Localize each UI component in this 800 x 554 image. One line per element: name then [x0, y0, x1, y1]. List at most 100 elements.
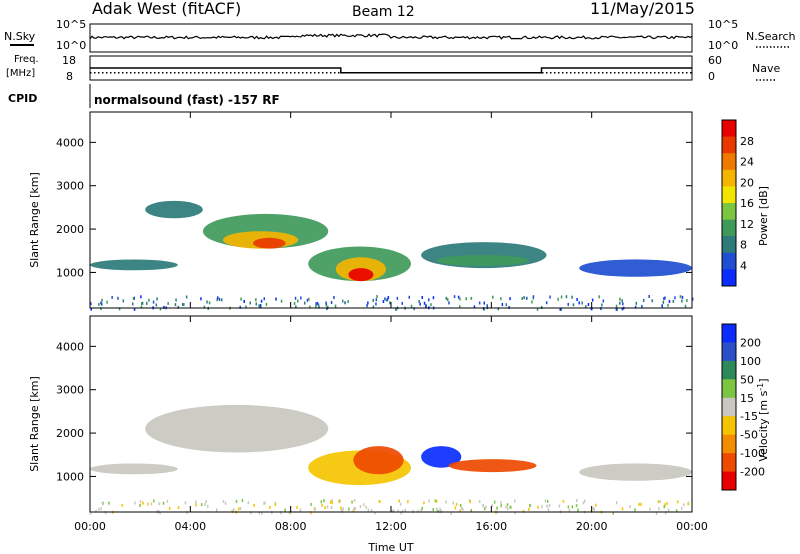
- ground-scatter-point: [183, 303, 185, 307]
- ground-scatter-point: [602, 299, 605, 303]
- ground-scatter-point: [354, 507, 356, 511]
- ground-scatter-point: [601, 303, 603, 307]
- ground-scatter-point: [621, 507, 624, 511]
- ground-scatter-point: [459, 504, 462, 507]
- x-tick-label: 08:00: [275, 520, 307, 533]
- ground-scatter-point: [330, 506, 333, 509]
- ground-scatter-point: [239, 305, 241, 309]
- ground-scatter-point: [649, 507, 651, 511]
- ground-scatter-point: [505, 303, 508, 307]
- ground-scatter-point: [522, 509, 525, 513]
- ground-scatter-point: [98, 507, 100, 511]
- ground-scatter-point: [330, 301, 333, 304]
- ground-scatter-point: [400, 511, 402, 515]
- ground-scatter-point: [455, 502, 458, 506]
- ground-scatter-point: [237, 507, 240, 511]
- ground-scatter-point: [249, 301, 251, 305]
- ground-scatter-point: [492, 295, 494, 299]
- ground-scatter-point: [344, 301, 346, 305]
- ground-scatter-point: [217, 296, 219, 300]
- ground-scatter-point: [90, 307, 92, 311]
- ground-scatter-point: [459, 297, 461, 301]
- nave-tick-low: 0: [708, 70, 715, 83]
- ground-scatter-point: [297, 299, 299, 303]
- ground-scatter-point: [531, 300, 533, 304]
- colorbar-tick-label: 8: [740, 239, 747, 252]
- ground-scatter-point: [216, 298, 218, 302]
- ground-scatter-point: [263, 501, 265, 505]
- ground-scatter-point: [450, 511, 452, 515]
- ground-scatter-point: [206, 300, 208, 304]
- ground-scatter-point: [261, 511, 263, 515]
- ground-scatter-point: [203, 305, 206, 309]
- colorbar-swatch: [722, 219, 736, 237]
- ground-scatter-point: [150, 502, 153, 506]
- ground-scatter-point: [470, 509, 472, 512]
- velocity-colorbar: 200 100 50 15 -15 -50 -100 -200: [721, 323, 765, 491]
- ground-scatter-point: [640, 502, 642, 506]
- ground-scatter-point: [546, 504, 548, 508]
- ground-scatter-point: [100, 507, 102, 511]
- nsky-label: N.Sky: [4, 30, 36, 43]
- ground-scatter-point: [240, 297, 242, 301]
- colorbar-swatch: [722, 416, 736, 436]
- ground-scatter-point: [342, 299, 344, 303]
- ground-scatter-point: [372, 298, 374, 302]
- ground-scatter-point: [342, 507, 344, 511]
- ground-scatter-point: [437, 509, 439, 513]
- ground-scatter-point: [687, 502, 689, 506]
- ground-scatter-point: [327, 305, 329, 309]
- ground-scatter-point: [432, 508, 434, 512]
- ground-scatter-point: [134, 501, 136, 505]
- ground-scatter-point: [315, 304, 317, 308]
- colorbar-swatch: [722, 153, 736, 171]
- ground-scatter-point: [674, 296, 676, 300]
- ground-scatter-point: [104, 511, 107, 515]
- ground-scatter-point: [664, 296, 666, 300]
- ground-scatter-point: [326, 307, 328, 311]
- ground-scatter-point: [141, 301, 144, 305]
- ground-scatter-point: [615, 307, 618, 311]
- ground-scatter-point: [239, 507, 242, 511]
- ground-scatter-point: [622, 302, 624, 306]
- x-axis-label: Time UT: [367, 541, 413, 554]
- ground-scatter-point: [565, 295, 568, 299]
- ground-scatter-point: [315, 302, 317, 306]
- ground-scatter-point: [167, 301, 169, 305]
- ground-scatter-point: [152, 300, 155, 304]
- ground-scatter-point: [482, 504, 484, 508]
- ground-scatter-point: [221, 298, 223, 302]
- ground-scatter-point: [243, 300, 245, 303]
- ground-scatter-point: [121, 503, 123, 507]
- ground-scatter-point: [407, 500, 409, 504]
- ground-scatter-point: [621, 307, 623, 311]
- y-tick-label: 3000: [56, 384, 84, 397]
- frequency-trace: [90, 67, 692, 74]
- ground-scatter-point: [296, 505, 298, 509]
- ground-scatter-point: [318, 305, 320, 309]
- ground-scatter-point: [294, 296, 297, 300]
- ground-scatter-point: [536, 307, 539, 311]
- ground-scatter-point: [208, 301, 211, 305]
- ground-scatter-point: [672, 299, 675, 303]
- noise-tick-high-right: 10^5: [708, 18, 738, 31]
- ground-scatter-point: [101, 501, 104, 505]
- ground-scatter-point: [493, 500, 496, 504]
- echo-region: [579, 463, 692, 481]
- ground-scatter-point: [374, 511, 376, 515]
- ground-scatter-point: [600, 307, 602, 311]
- y-tick-label: 3000: [56, 180, 84, 193]
- ground-scatter-point: [514, 511, 516, 515]
- colorbar-tick-label: -100: [740, 447, 765, 460]
- ground-scatter-point: [159, 307, 162, 311]
- ground-scatter-point: [452, 501, 454, 505]
- ground-scatter-point: [529, 504, 531, 508]
- ground-scatter-point: [391, 509, 394, 513]
- ground-scatter-point: [397, 509, 399, 513]
- colorbar-swatch: [722, 453, 736, 472]
- ground-scatter-point: [425, 304, 427, 308]
- ground-scatter-point: [445, 500, 447, 504]
- ground-scatter-point: [353, 499, 356, 502]
- echo-region: [353, 446, 404, 475]
- ground-scatter-point: [399, 502, 402, 506]
